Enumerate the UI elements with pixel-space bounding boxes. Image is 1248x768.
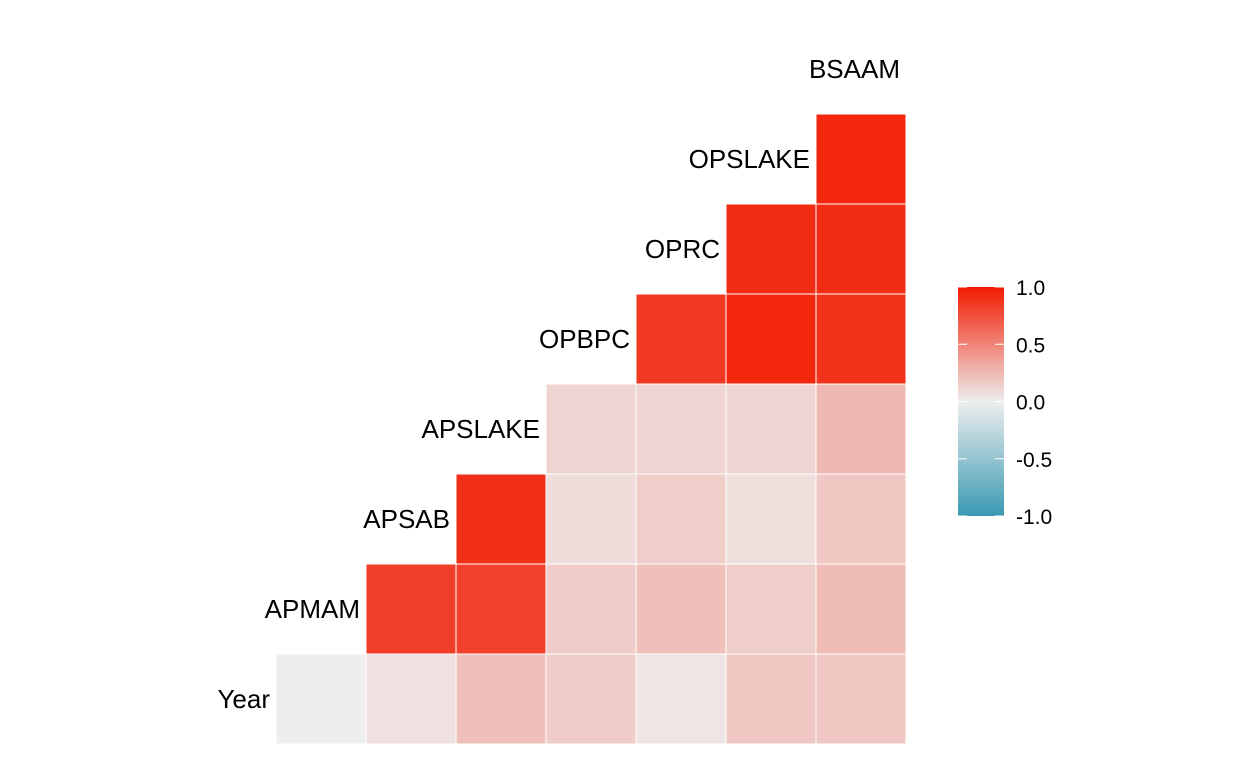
- legend-tick-label: -1.0: [1016, 506, 1052, 529]
- heatmap-cell-apmam-opbpc: [635, 563, 727, 655]
- heatmap-cell-year-opbpc: [635, 653, 727, 745]
- heatmap-cell-opslake-opslake: [815, 113, 907, 205]
- variable-labels: Year APMAM APSAB APSLAKE OPBPC OPRC OPSLAKE BSA…: [217, 54, 900, 714]
- heatmap-cell-apslake-oprc: [725, 383, 817, 475]
- variable-label-apmam: APMAM: [265, 594, 360, 624]
- heatmap-cell-apmam-opslake: [815, 563, 907, 655]
- heatmap-cell-apmam-apslake: [545, 563, 637, 655]
- heatmap-cell-oprc-oprc: [725, 203, 817, 295]
- heatmap-cell-opbpc-oprc: [725, 293, 817, 385]
- color-legend: 1.0 0.5 0.0 -0.5 -1.0: [958, 277, 1052, 529]
- variable-label-opslake: OPSLAKE: [689, 144, 810, 174]
- legend-tick-label: 0.0: [1016, 392, 1045, 415]
- heatmap-cell-year-apsab: [455, 653, 547, 745]
- legend-tick-label: 1.0: [1016, 277, 1045, 300]
- heatmap-cell-apmam-oprc: [725, 563, 817, 655]
- heatmap-cell-year-apslake: [545, 653, 637, 745]
- heatmap-cell-apslake-apslake: [545, 383, 637, 475]
- heatmap-cell-opbpc-opslake: [815, 293, 907, 385]
- variable-label-oprc: OPRC: [645, 234, 720, 264]
- heatmap-cell-apsab-apsab: [455, 473, 547, 565]
- heatmap-cell-year-apmam: [365, 653, 457, 745]
- heatmap-cell-year-oprc: [725, 653, 817, 745]
- heatmap-cell-apslake-opbpc: [635, 383, 727, 475]
- heatmap-cell-apmam-apmam: [365, 563, 457, 655]
- variable-label-opbpc: OPBPC: [539, 324, 630, 354]
- variable-label-apslake: APSLAKE: [421, 414, 540, 444]
- heatmap-cell-apmam-apsab: [455, 563, 547, 655]
- heatmap-cell-apsab-opslake: [815, 473, 907, 565]
- heatmap-cell-apslake-opslake: [815, 383, 907, 475]
- heatmap-cell-oprc-opslake: [815, 203, 907, 295]
- heatmap-cell-year-year: [275, 653, 367, 745]
- heatmap-cell-opbpc-opbpc: [635, 293, 727, 385]
- variable-label-year: Year: [217, 684, 270, 714]
- heatmap-cell-apsab-opbpc: [635, 473, 727, 565]
- heatmap-cell-apsab-apslake: [545, 473, 637, 565]
- heatmap-cells: [275, 113, 907, 745]
- variable-label-bsaam: BSAAM: [809, 54, 900, 84]
- legend-tick-label: 0.5: [1016, 334, 1045, 357]
- legend-tick-label: -0.5: [1016, 449, 1052, 472]
- variable-label-apsab: APSAB: [363, 504, 450, 534]
- heatmap-cell-apsab-oprc: [725, 473, 817, 565]
- heatmap-cell-year-opslake: [815, 653, 907, 745]
